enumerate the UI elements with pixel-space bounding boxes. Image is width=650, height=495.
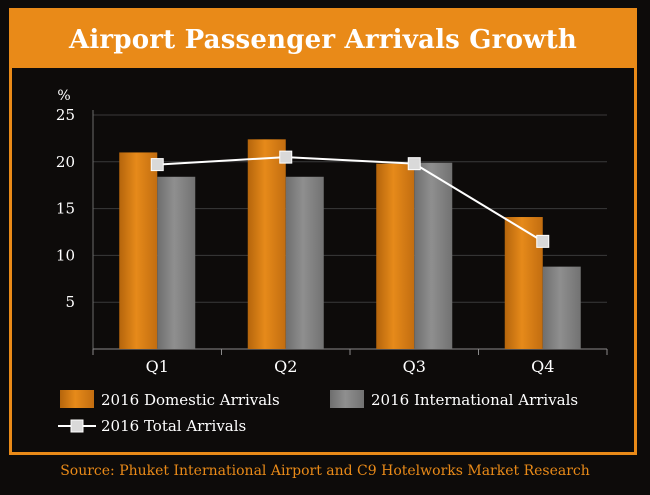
legend-label-domestic: 2016 Domestic Arrivals bbox=[101, 391, 280, 409]
y-tick-label: 5 bbox=[65, 293, 75, 311]
x-tick-label-q2: Q2 bbox=[274, 357, 297, 376]
bar-international-q1 bbox=[157, 176, 196, 349]
point-total-q3 bbox=[407, 157, 421, 171]
line-total-arrivals bbox=[157, 156, 544, 243]
legend-label-total: 2016 Total Arrivals bbox=[101, 417, 246, 435]
x-tick-label-q1: Q1 bbox=[146, 357, 169, 376]
bar-international-q3 bbox=[414, 162, 453, 349]
bar-domestic-q2 bbox=[247, 139, 286, 349]
title-bar: Airport Passenger Arrivals Growth bbox=[12, 11, 634, 68]
y-tick-label: 15 bbox=[56, 200, 75, 218]
chart-title: Airport Passenger Arrivals Growth bbox=[68, 24, 578, 55]
legend-swatch-international bbox=[330, 390, 364, 408]
bar-international-q4 bbox=[542, 266, 581, 349]
y-tick-label: 10 bbox=[56, 246, 75, 264]
y-axis-unit: % bbox=[57, 88, 70, 104]
source-note: Source: Phuket International Airport and… bbox=[60, 463, 590, 479]
point-total-q1 bbox=[150, 158, 164, 172]
bar-international-q2 bbox=[285, 176, 324, 349]
y-tick-label: 25 bbox=[56, 106, 75, 124]
point-total-q4 bbox=[536, 234, 550, 248]
legend-label-international: 2016 International Arrivals bbox=[371, 391, 578, 409]
legend-swatch-domestic bbox=[60, 390, 94, 408]
x-tick-label-q4: Q4 bbox=[531, 357, 554, 376]
bar-domestic-q1 bbox=[119, 152, 158, 349]
legend-swatch-total-marker bbox=[70, 419, 84, 433]
point-total-q2 bbox=[279, 150, 293, 164]
y-tick-label: 20 bbox=[56, 153, 75, 171]
bar-domestic-q3 bbox=[376, 163, 415, 349]
x-tick-label-q3: Q3 bbox=[403, 357, 426, 376]
